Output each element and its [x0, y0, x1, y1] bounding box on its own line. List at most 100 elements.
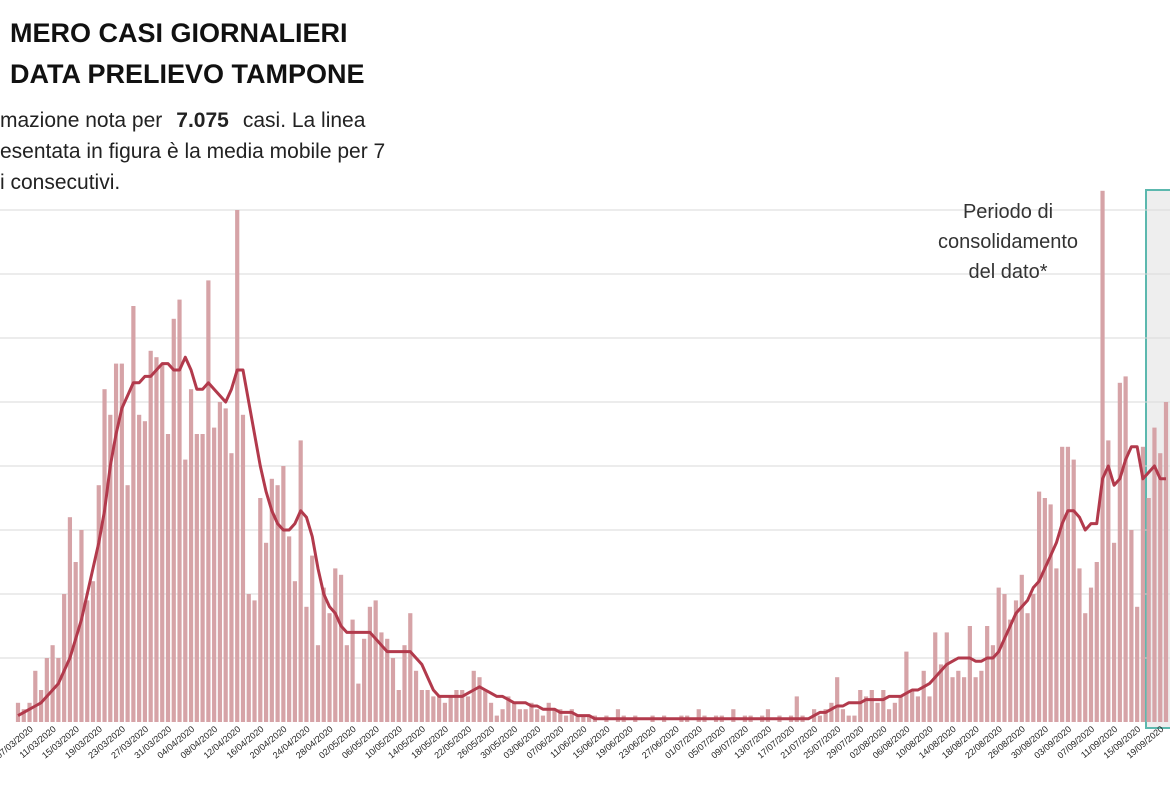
- bar: [956, 670, 961, 722]
- bar: [79, 530, 84, 722]
- bar: [1140, 446, 1146, 722]
- bar: [615, 709, 621, 722]
- bar: [1129, 530, 1134, 722]
- subtitle: mazione nota per 7.075 casi. La linea: [0, 109, 366, 132]
- bar: [217, 402, 223, 722]
- bar: [938, 664, 944, 722]
- bar: [90, 581, 96, 722]
- bar: [275, 485, 280, 722]
- bar: [973, 677, 978, 722]
- bar: [15, 702, 21, 722]
- bar: [1100, 190, 1105, 723]
- bar: [437, 696, 442, 722]
- bar: [1094, 562, 1099, 722]
- subtitle: i consecutivi.: [0, 171, 120, 194]
- bar: [1135, 606, 1140, 722]
- bar: [1152, 427, 1157, 722]
- bar: [333, 568, 338, 722]
- bar: [898, 696, 903, 722]
- bar: [454, 690, 459, 722]
- bar: [108, 414, 113, 722]
- bar: [344, 645, 349, 722]
- bar: [552, 709, 557, 722]
- bar: [390, 658, 396, 722]
- bar: [875, 702, 880, 722]
- bar: [1071, 459, 1076, 722]
- bar: [125, 485, 130, 722]
- bar: [1158, 453, 1163, 722]
- bar: [529, 702, 534, 722]
- bar: [1031, 594, 1036, 722]
- bar: [886, 709, 892, 722]
- bar: [379, 632, 384, 722]
- bar: [892, 702, 897, 722]
- bar: [396, 690, 401, 722]
- bar: [292, 581, 298, 722]
- bar: [21, 709, 26, 722]
- bar: [113, 363, 119, 722]
- bar: [362, 638, 367, 722]
- bar: [858, 690, 863, 722]
- bar: [1019, 574, 1024, 722]
- bar: [840, 709, 846, 722]
- bar: [823, 709, 828, 722]
- bar: [944, 632, 949, 722]
- bar: [431, 696, 436, 722]
- bar: [794, 696, 799, 722]
- moving-average-line: [17, 355, 1166, 721]
- bar: [33, 670, 38, 722]
- bar: [967, 626, 972, 722]
- bar: [413, 670, 419, 722]
- bar: [465, 696, 471, 722]
- bar: [38, 690, 44, 722]
- bars: [15, 190, 1169, 723]
- bar: [546, 702, 551, 722]
- bar: [483, 690, 488, 722]
- bar: [258, 498, 263, 722]
- bar: [229, 453, 234, 722]
- bar: [1048, 504, 1053, 722]
- bar: [1111, 542, 1117, 722]
- bar: [137, 414, 142, 722]
- bar: [50, 645, 55, 722]
- x-labels: 07/03/202011/03/202015/03/202019/03/2020…: [0, 724, 1166, 761]
- bar: [1146, 498, 1151, 722]
- chart-title: DATA PRELIEVO TAMPONE: [10, 59, 365, 89]
- bar: [731, 709, 736, 722]
- bar: [321, 587, 326, 722]
- lines: [17, 355, 1166, 721]
- bar: [558, 709, 563, 722]
- bar: [177, 299, 182, 722]
- bar: [1123, 376, 1128, 722]
- bar: [263, 542, 269, 722]
- bar: [996, 587, 1001, 722]
- bar: [246, 594, 251, 722]
- bar: [67, 517, 73, 722]
- bar: [408, 613, 413, 722]
- subtitle: esentata in figura è la media mobile per…: [0, 140, 385, 163]
- bar: [367, 606, 372, 722]
- bar: [765, 709, 771, 722]
- bar: [188, 389, 194, 722]
- bar: [471, 670, 476, 722]
- bar: [1077, 568, 1082, 722]
- bar: [165, 434, 171, 722]
- bar: [327, 613, 332, 722]
- bar: [223, 408, 228, 722]
- bar: [56, 658, 61, 722]
- bar: [581, 715, 586, 722]
- bar: [200, 434, 205, 722]
- bar: [281, 466, 286, 722]
- bar: [517, 709, 522, 722]
- bar: [269, 478, 274, 722]
- bar: [1163, 402, 1169, 722]
- bar: [338, 574, 344, 722]
- bar: [569, 709, 574, 722]
- bar: [252, 600, 257, 722]
- bar: [310, 555, 315, 722]
- bar: [460, 690, 465, 722]
- bar: [1054, 568, 1059, 722]
- bar: [535, 709, 540, 722]
- bar: [523, 709, 528, 722]
- annotation: consolidamento: [938, 231, 1078, 253]
